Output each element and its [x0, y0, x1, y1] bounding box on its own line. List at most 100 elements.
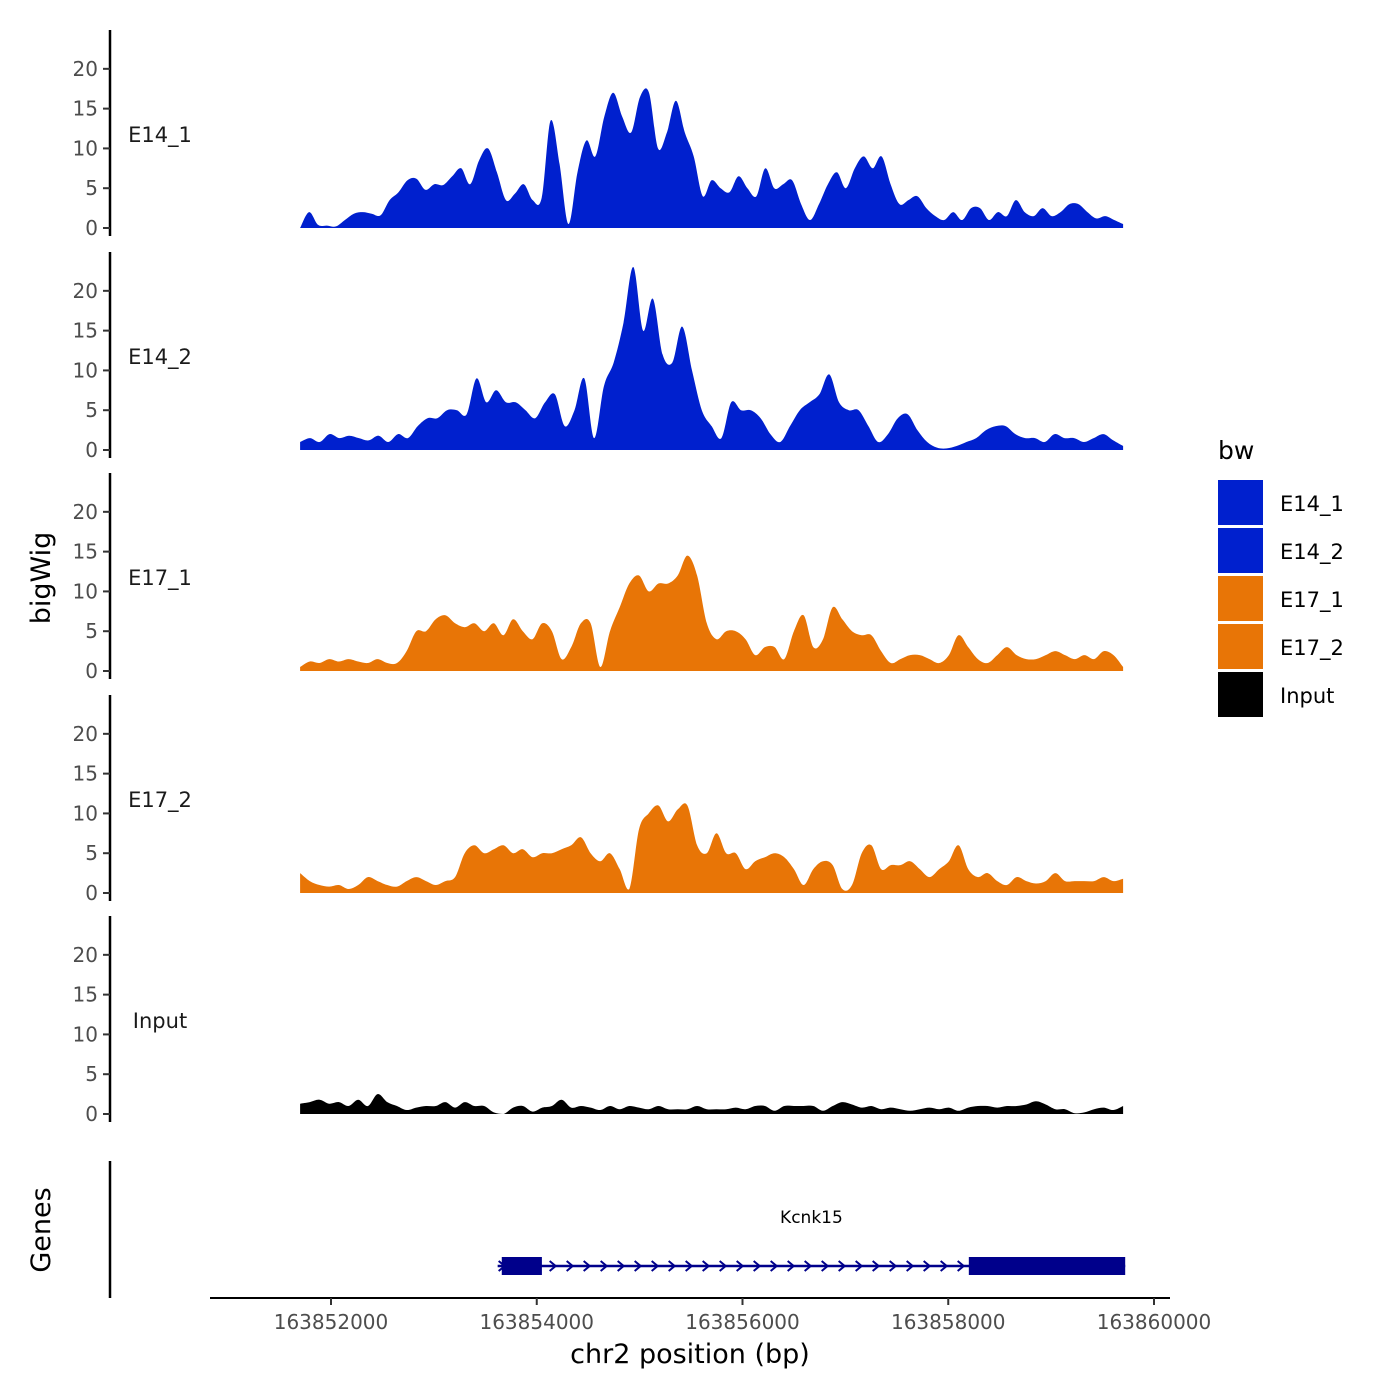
y-tick-label-E14_1-10: 10: [73, 136, 98, 160]
gene-strand-arrow: [736, 1260, 745, 1272]
y-tick-label-E17_1-5: 5: [85, 619, 98, 643]
legend-label-E14_2: E14_2: [1280, 540, 1344, 565]
gene-strand-arrow: [651, 1260, 660, 1272]
x-tick-label-163852000: 163852000: [274, 1310, 389, 1334]
track-panel-e14-1: 0 5 10 15 20 E14_1: [73, 30, 1124, 240]
gene-strand-arrow: [566, 1260, 575, 1272]
gene-strand-arrow: [855, 1260, 864, 1272]
legend-swatch-E17_1: [1218, 576, 1263, 621]
gene-strand-arrow: [838, 1260, 847, 1272]
gene-strand-arrow: [923, 1260, 932, 1272]
gene-track: Genes Kcnk15: [26, 1161, 1126, 1298]
gene-strand-arrow: [583, 1260, 592, 1272]
y-tick-label-Input-10: 10: [73, 1022, 98, 1046]
gene-strand-arrow: [889, 1260, 898, 1272]
gene-strand-arrow: [804, 1260, 813, 1272]
x-tick-label-163856000: 163856000: [685, 1310, 800, 1334]
legend-swatch-E14_2: [1218, 528, 1263, 573]
y-tick-label-E17_2-5: 5: [85, 841, 98, 865]
gene-strand-arrow: [549, 1260, 558, 1272]
gene-strand-arrow: [821, 1260, 830, 1272]
gene-strand-arrow: [668, 1260, 677, 1272]
y-tick-label-Input-20: 20: [73, 943, 98, 967]
y-tick-label-E17_2-20: 20: [73, 722, 98, 746]
track-label-Input: Input: [133, 1009, 187, 1033]
track-label-E17_2: E17_2: [128, 788, 192, 813]
gene-exon-1: [501, 1257, 542, 1275]
track-panel-e14-2: 0 5 10 15 20 E14_2: [73, 252, 1124, 462]
legend-swatch-E14_1: [1218, 480, 1263, 525]
area-E17_2: [300, 803, 1124, 893]
legend-label-E14_1: E14_1: [1280, 492, 1344, 517]
track-panels: 05101520E14_105101520E14_205101520E17_10…: [73, 30, 1124, 1126]
gene-strand-arrow: [906, 1260, 915, 1272]
area-Input: [300, 1094, 1124, 1114]
track-panel-e17-1: 0 5 10 15 20 E17_1: [73, 473, 1124, 683]
track-label-E14_2: E14_2: [128, 345, 192, 370]
legend-title: bw: [1218, 436, 1254, 465]
legend-swatch-E17_2: [1218, 624, 1263, 669]
y-tick-label-Input-15: 15: [73, 983, 98, 1007]
gene-strand-arrow: [940, 1260, 949, 1272]
y-tick-label-E14_2-15: 15: [73, 319, 98, 343]
y-tick-label-E14_1-20: 20: [73, 57, 98, 81]
y-tick-label-Input-5: 5: [85, 1062, 98, 1086]
track-panel-e17-2: 0 5 10 15 20 E17_2: [73, 695, 1124, 905]
y-tick-label-E17_1-10: 10: [73, 579, 98, 603]
gene-strand-arrow: [600, 1260, 609, 1272]
gene-strand-arrow: [702, 1260, 711, 1272]
gene-strand-arrow: [617, 1260, 626, 1272]
track-label-E14_1: E14_1: [128, 123, 192, 148]
gene-strand-arrow: [685, 1260, 694, 1272]
y-tick-label-E17_1-15: 15: [73, 540, 98, 564]
y-tick-label-E14_1-15: 15: [73, 97, 98, 121]
gene-strand-arrow: [753, 1260, 762, 1272]
legend-entry-input: Input: [1218, 672, 1334, 717]
x-ticks: 163852000 163854000 163856000 163858000 1638…: [274, 1298, 1212, 1334]
y-tick-label-E17_2-0: 0: [85, 881, 98, 905]
legend-entries: E14_1 E14_2 E17_1 E17_2 Input: [1218, 480, 1344, 717]
area-E14_1: [300, 88, 1124, 229]
legend: bw E14_1 E14_2 E17_1 E17_2 Input: [1218, 436, 1344, 717]
legend-swatch-Input: [1218, 672, 1263, 717]
y-tick-label-Input-0: 0: [85, 1102, 98, 1126]
legend-label-Input: Input: [1280, 684, 1334, 708]
legend-entry-e14-2: E14_2: [1218, 528, 1344, 573]
gene-strand-arrow: [719, 1260, 728, 1272]
legend-entry-e14-1: E14_1: [1218, 480, 1344, 525]
gene-strand-arrow: [634, 1260, 643, 1272]
area-E17_1: [300, 555, 1124, 671]
y-tick-label-E17_1-0: 0: [85, 659, 98, 683]
gene-strand-arrow: [957, 1260, 966, 1272]
legend-entry-e17-2: E17_2: [1218, 624, 1344, 669]
y-tick-label-E14_1-5: 5: [85, 176, 98, 200]
x-axis: 163852000 163854000 163856000 163858000 1638…: [210, 1297, 1212, 1370]
x-tick-label-163858000: 163858000: [891, 1310, 1006, 1334]
area-E14_2: [300, 266, 1124, 450]
x-tick-label-163860000: 163860000: [1097, 1310, 1212, 1334]
y-tick-label-E17_2-15: 15: [73, 762, 98, 786]
track-label-E17_1: E17_1: [128, 566, 192, 591]
gene-strand-arrow: [787, 1260, 796, 1272]
legend-label-E17_1: E17_1: [1280, 588, 1344, 613]
y-tick-label-E17_1-20: 20: [73, 500, 98, 524]
gene-glyphs: Kcnk15: [497, 1208, 1126, 1275]
y-tick-label-E14_2-10: 10: [73, 358, 98, 382]
gene-strand-arrow: [770, 1260, 779, 1272]
gene-strand-arrow: [872, 1260, 881, 1272]
genes-axis-label: Genes: [26, 1187, 57, 1272]
y-tick-label-E17_2-10: 10: [73, 801, 98, 825]
y-tick-label-E14_2-5: 5: [85, 398, 98, 422]
x-axis-label: chr2 position (bp): [570, 1339, 810, 1370]
gene-exon-2: [968, 1257, 1126, 1275]
y-tick-label-E14_2-0: 0: [85, 438, 98, 462]
track-panel-input: 0 5 10 15 20 Input: [73, 916, 1124, 1126]
x-tick-label-163854000: 163854000: [479, 1310, 594, 1334]
legend-label-E17_2: E17_2: [1280, 636, 1344, 661]
y-axis-label: bigWig: [26, 532, 57, 625]
y-tick-label-E14_2-20: 20: [73, 279, 98, 303]
gene-name-label: Kcnk15: [780, 1208, 843, 1228]
legend-entry-e17-1: E17_1: [1218, 576, 1344, 621]
y-tick-label-E14_1-0: 0: [85, 216, 98, 240]
